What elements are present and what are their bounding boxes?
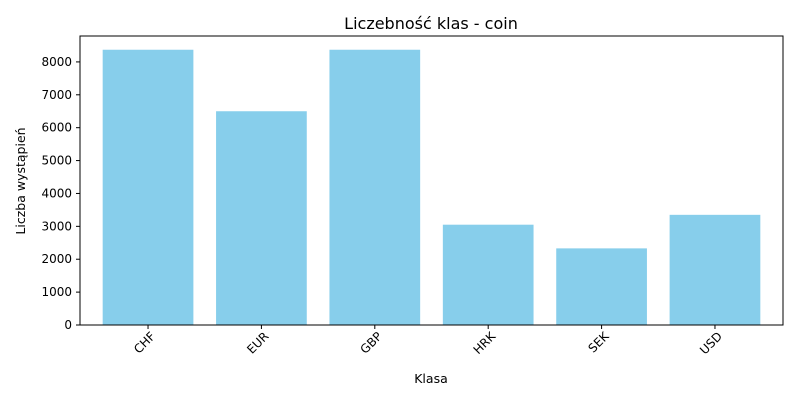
x-tick-label: GBP	[358, 329, 385, 356]
y-tick-label: 3000	[41, 219, 72, 233]
x-tick-label: CHF	[131, 329, 158, 356]
x-tick-label: USD	[697, 329, 725, 357]
y-axis-ticks: 0 1000 2000 3000 4000 5000 6000 7000 8000	[41, 55, 80, 332]
bar-hrk	[442, 224, 534, 325]
x-axis-label: Klasa	[414, 371, 448, 386]
bar-chf	[102, 49, 194, 325]
chart-title: Liczebność klas - coin	[344, 14, 518, 33]
bar-sek	[556, 248, 647, 325]
x-tick-label: HRK	[471, 328, 500, 357]
bar-eur	[216, 111, 307, 325]
y-tick-label: 4000	[41, 186, 72, 200]
y-axis-label: Liczba wystąpień	[13, 127, 28, 234]
y-tick-label: 1000	[41, 285, 72, 299]
bar-usd	[669, 214, 761, 325]
y-tick-label: 8000	[41, 55, 72, 69]
y-tick-label: 6000	[41, 121, 72, 135]
y-tick-label: 5000	[41, 154, 72, 168]
x-axis-ticks: CHF EUR GBP HRK SEK USD	[131, 325, 725, 357]
bars-group	[102, 49, 761, 325]
y-tick-label: 0	[64, 318, 72, 332]
y-tick-label: 2000	[41, 252, 72, 266]
bar-gbp	[329, 49, 421, 325]
x-tick-label: SEK	[585, 328, 612, 355]
plot-frame	[79, 35, 784, 326]
x-tick-label: EUR	[244, 329, 271, 356]
y-tick-label: 7000	[41, 88, 72, 102]
